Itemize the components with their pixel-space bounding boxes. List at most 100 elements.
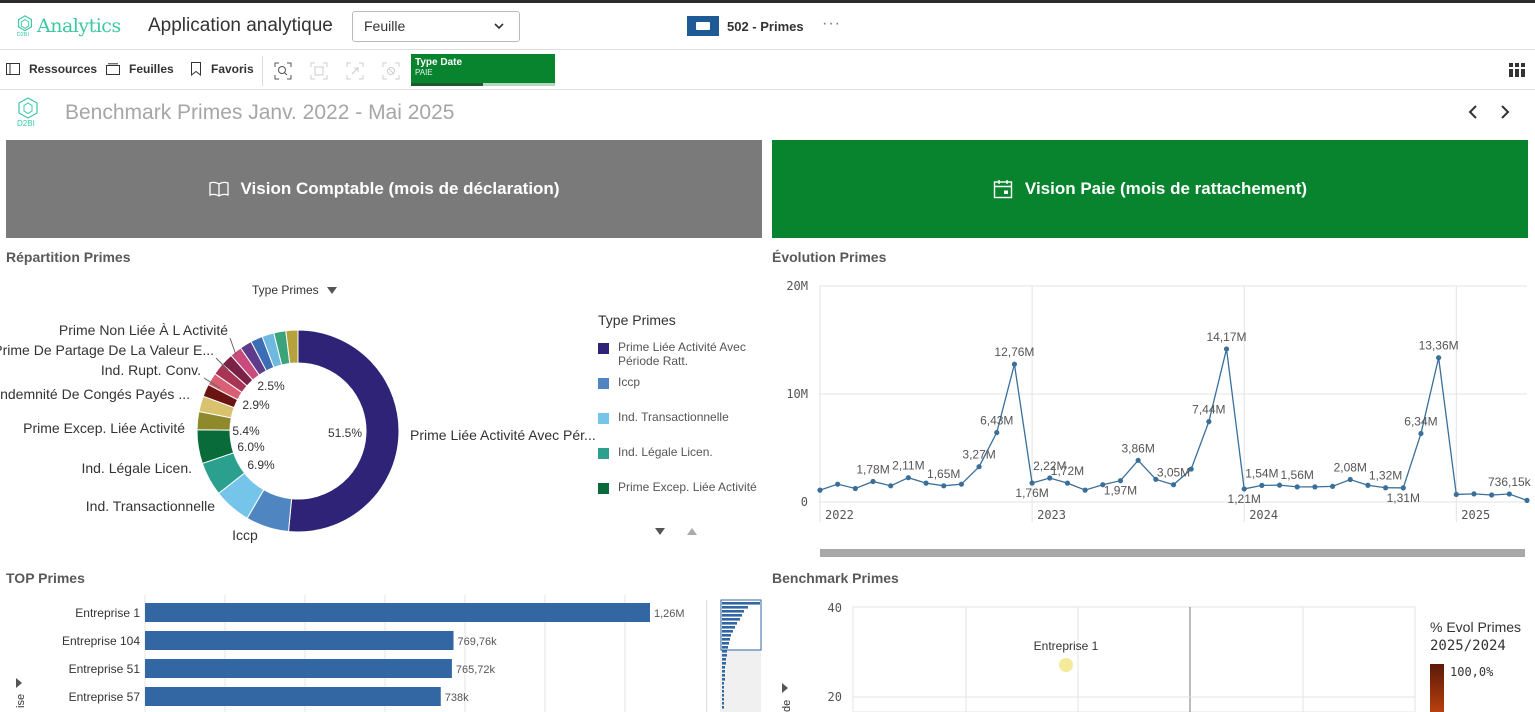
line-point[interactable] xyxy=(1329,483,1336,489)
line-point[interactable] xyxy=(1011,361,1018,367)
line-point[interactable] xyxy=(1294,484,1300,490)
scatter-chart[interactable]: 40 20 de Entreprise 1 % Evol Primes 2025/20… xyxy=(772,590,1535,712)
vision-comptable-button[interactable]: Vision Comptable (mois de déclaration) xyxy=(6,140,762,238)
line-point[interactable] xyxy=(1436,355,1442,361)
bar-axis-title: ise xyxy=(15,694,27,708)
line-point[interactable] xyxy=(1064,480,1071,486)
legend-item[interactable]: Iccp xyxy=(598,375,763,410)
minichart-bar xyxy=(722,614,742,617)
donut-percent-label: 2.9% xyxy=(242,398,270,412)
donut-slice[interactable] xyxy=(285,329,299,365)
line-xtick: 2025 xyxy=(1461,508,1490,522)
donut-category-label: Ind. Légale Licen. xyxy=(81,460,192,476)
step-back-icon[interactable] xyxy=(310,62,328,80)
line-point[interactable] xyxy=(1453,491,1459,498)
legend-swatch xyxy=(598,413,609,424)
timeline-scrollbar[interactable] xyxy=(820,549,1525,557)
resources-button[interactable]: Ressources xyxy=(6,62,97,76)
line-point[interactable] xyxy=(1100,482,1106,488)
bar[interactable] xyxy=(145,603,650,622)
favorites-button[interactable]: Favoris xyxy=(190,62,254,76)
line-point[interactable] xyxy=(976,464,982,470)
expand-caret-icon[interactable] xyxy=(782,683,788,693)
donut-category-label: Prime Non Liée À L Activité xyxy=(59,322,228,338)
logo-text: Analytics xyxy=(37,15,121,37)
line-point[interactable] xyxy=(1117,478,1124,484)
pie-dimension-selector[interactable]: Type Primes xyxy=(252,283,337,297)
line-point[interactable] xyxy=(817,487,823,493)
donut-slice[interactable] xyxy=(287,329,400,533)
legend-item[interactable]: Ind. Légale Licen. xyxy=(598,445,763,480)
line-point[interactable] xyxy=(1276,482,1283,488)
line-point[interactable] xyxy=(888,483,894,489)
line-point[interactable] xyxy=(1506,491,1512,497)
pie-legend: Type Primes Prime Liée Activité Avec Pér… xyxy=(598,312,763,515)
smart-search-icon[interactable] xyxy=(274,62,292,80)
line-point[interactable] xyxy=(1383,485,1389,491)
line-point[interactable] xyxy=(1047,475,1053,481)
bar[interactable] xyxy=(145,687,441,706)
line-point[interactable] xyxy=(941,483,947,489)
line-point[interactable] xyxy=(1223,346,1230,352)
legend-item[interactable]: Prime Liée Activité Avec Période Ratt. xyxy=(598,340,763,375)
line-point[interactable] xyxy=(1365,482,1371,488)
line-point[interactable] xyxy=(958,481,964,487)
line-point[interactable] xyxy=(1418,430,1424,437)
chevron-left-icon[interactable] xyxy=(1466,104,1480,120)
line-point[interactable] xyxy=(835,481,841,487)
sheet-select[interactable]: Feuille xyxy=(352,11,520,42)
line-point[interactable] xyxy=(1188,466,1194,472)
scatter-point[interactable] xyxy=(1059,658,1073,672)
vision-paie-button[interactable]: Vision Paie (mois de rattachement) xyxy=(772,140,1528,238)
legend-scroll-down-icon[interactable] xyxy=(655,528,665,535)
line-point[interactable] xyxy=(1170,482,1177,488)
line-point[interactable] xyxy=(994,429,1000,436)
donut-chart[interactable]: 2.5% 2.9% 5.4% 6.0% 6.9% 51.5% Prime Non Liée… xyxy=(0,300,600,560)
line-point[interactable] xyxy=(1400,485,1406,491)
bar-chart[interactable]: Entreprise 1 1,26M Entreprise 104 769,76k En… xyxy=(0,590,765,712)
line-point[interactable] xyxy=(1029,480,1035,486)
line-point[interactable] xyxy=(905,475,911,481)
line-point[interactable] xyxy=(923,480,929,486)
line-point[interactable] xyxy=(852,485,858,492)
line-xtick: 2023 xyxy=(1037,508,1066,522)
legend-scroll-up-icon[interactable] xyxy=(687,528,697,535)
clear-selections-icon[interactable] xyxy=(382,62,400,80)
app-header: D2BI Analytics Application analytique Fe… xyxy=(0,3,1535,50)
line-data-label: 3,86M xyxy=(1121,441,1154,455)
line-point[interactable] xyxy=(1241,486,1247,492)
line-point[interactable] xyxy=(1206,419,1212,425)
app-title: Application analytique xyxy=(148,15,333,36)
current-sheet[interactable]: 502 - Primes xyxy=(687,16,804,36)
more-options-icon[interactable]: ··· xyxy=(822,15,841,32)
app-logo[interactable]: D2BI Analytics xyxy=(15,15,121,37)
line-point[interactable] xyxy=(1312,484,1318,490)
chevron-right-icon[interactable] xyxy=(1498,104,1512,120)
bar[interactable] xyxy=(145,659,452,678)
line-point[interactable] xyxy=(870,478,876,485)
line-point[interactable] xyxy=(1524,497,1530,503)
line-point[interactable] xyxy=(1259,482,1265,488)
grid-view-icon[interactable] xyxy=(1509,63,1525,77)
line-point[interactable] xyxy=(1153,476,1159,482)
expand-caret-icon[interactable] xyxy=(16,678,22,688)
step-forward-icon[interactable] xyxy=(346,62,364,80)
donut-category-label: Indemnité De Congés Payés ... xyxy=(0,386,190,402)
line-point[interactable] xyxy=(1082,487,1088,493)
sheets-button[interactable]: Feuilles xyxy=(106,62,174,76)
legend-pager xyxy=(655,528,697,535)
line-point[interactable] xyxy=(1347,476,1353,483)
top-accent-line xyxy=(0,0,1535,3)
scatter-legend-title: % Evol Primes xyxy=(1430,619,1521,635)
line-data-label: 12,76M xyxy=(994,345,1034,359)
d2bi-sheet-logo-icon: D2BI xyxy=(17,97,38,127)
line-point[interactable] xyxy=(1471,491,1477,497)
bar[interactable] xyxy=(145,631,454,650)
line-data-label: 1,54M xyxy=(1245,466,1278,480)
filter-chip-type-date[interactable]: Type Date PAIE xyxy=(411,54,555,86)
line-point[interactable] xyxy=(1135,457,1141,463)
legend-item[interactable]: Prime Excep. Liée Activité xyxy=(598,480,763,515)
legend-item[interactable]: Ind. Transactionnelle xyxy=(598,410,763,445)
line-point[interactable] xyxy=(1489,492,1495,498)
